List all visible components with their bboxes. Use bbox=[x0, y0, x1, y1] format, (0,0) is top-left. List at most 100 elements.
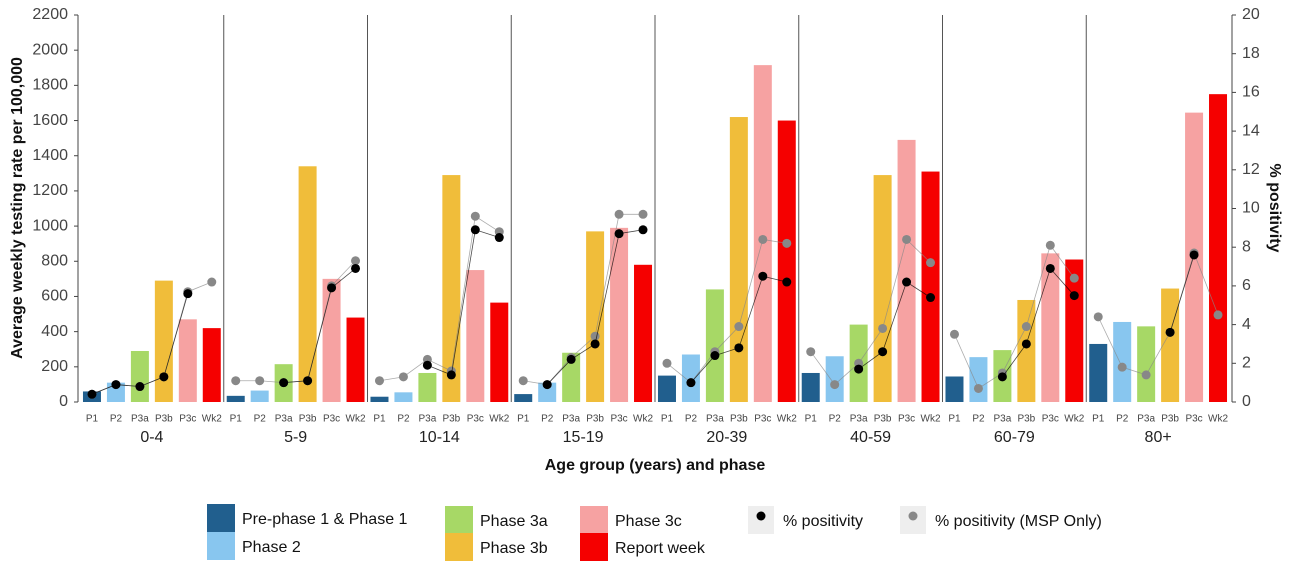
positivity-dot bbox=[1141, 370, 1151, 380]
y2-tick-label: 10 bbox=[1242, 200, 1260, 217]
bar bbox=[322, 278, 341, 402]
x-phase-label: P3c bbox=[1042, 414, 1059, 425]
y-tick-label: 1200 bbox=[32, 182, 68, 199]
legend-key bbox=[908, 511, 918, 521]
y2-tick-label: 8 bbox=[1242, 238, 1251, 255]
positivity-dot bbox=[327, 283, 337, 293]
x-phase-label: P1 bbox=[805, 414, 818, 425]
positivity-dot bbox=[997, 372, 1007, 382]
x-group-label: 60-79 bbox=[994, 429, 1035, 446]
bar bbox=[250, 390, 269, 402]
x-phase-label: Wk2 bbox=[921, 414, 941, 425]
bar bbox=[969, 357, 988, 402]
positivity-dot bbox=[542, 380, 552, 390]
x-phase-label: P2 bbox=[829, 414, 842, 425]
positivity-dot bbox=[398, 372, 408, 382]
y-tick-label: 1600 bbox=[32, 112, 68, 129]
positivity-dot bbox=[159, 372, 169, 382]
y2-tick-label: 18 bbox=[1242, 45, 1260, 62]
y-tick-label: 200 bbox=[41, 358, 68, 375]
x-phase-label: P3a bbox=[706, 414, 724, 425]
bar bbox=[1065, 259, 1084, 402]
legend-key bbox=[207, 504, 235, 532]
legend-label: Phase 2 bbox=[242, 539, 301, 556]
positivity-dot bbox=[1165, 327, 1175, 337]
bar bbox=[298, 166, 317, 402]
x-phase-label: P3c bbox=[323, 414, 340, 425]
x-phase-label: P3a bbox=[850, 414, 868, 425]
x-phase-label: P3b bbox=[874, 414, 892, 425]
positivity-dot bbox=[830, 380, 840, 390]
positivity-dot bbox=[638, 225, 648, 235]
y2-tick-label: 12 bbox=[1242, 161, 1260, 178]
bar bbox=[945, 376, 964, 402]
bar bbox=[1137, 326, 1156, 402]
bar bbox=[346, 317, 365, 402]
positivity-dot bbox=[758, 271, 768, 281]
x-phase-label: P1 bbox=[1092, 414, 1105, 425]
positivity-line bbox=[858, 281, 931, 370]
positivity-line bbox=[283, 268, 356, 384]
positivity-line bbox=[1169, 254, 1195, 333]
positivity-dot bbox=[902, 234, 912, 244]
legend-key bbox=[445, 506, 473, 534]
positivity-dot bbox=[902, 277, 912, 287]
positivity-dot bbox=[638, 209, 648, 219]
x-phase-label: P2 bbox=[110, 414, 123, 425]
y2-tick-label: 20 bbox=[1242, 6, 1260, 23]
bar bbox=[897, 139, 916, 403]
positivity-dot bbox=[303, 376, 313, 386]
positivity-dot bbox=[1045, 240, 1055, 250]
bar bbox=[562, 352, 581, 402]
positivity-dot bbox=[87, 389, 97, 399]
y-tick-label: 0 bbox=[59, 393, 68, 410]
y-axis-title: Average weekly testing rate per 100,000 bbox=[9, 57, 26, 359]
positivity-dot bbox=[590, 331, 600, 341]
y-tick-label: 1000 bbox=[32, 217, 68, 234]
x-phase-label: P3b bbox=[155, 414, 173, 425]
bar bbox=[657, 375, 676, 402]
y-tick-label: 800 bbox=[41, 252, 68, 269]
positivity-dot bbox=[878, 323, 888, 333]
positivity-dot bbox=[878, 347, 888, 357]
positivity-dot bbox=[782, 238, 792, 248]
positivity-dot bbox=[686, 378, 696, 388]
x-group-label: 80+ bbox=[1145, 429, 1172, 446]
y2-tick-label: 14 bbox=[1242, 122, 1260, 139]
positivity-dot bbox=[518, 376, 528, 386]
y-tick-label: 2200 bbox=[32, 6, 68, 23]
positivity-line bbox=[427, 229, 500, 376]
legend-label: Report week bbox=[615, 540, 706, 557]
x-phase-label: P1 bbox=[373, 414, 386, 425]
bar bbox=[1113, 321, 1132, 402]
x-phase-label: P3a bbox=[131, 414, 149, 425]
positivity-dot bbox=[734, 343, 744, 353]
x-phase-label: Wk2 bbox=[489, 414, 509, 425]
positivity-dot bbox=[926, 258, 936, 268]
x-phase-label: P3b bbox=[442, 414, 460, 425]
x-phase-label: P3c bbox=[179, 414, 196, 425]
x-phase-label: P1 bbox=[948, 414, 961, 425]
x-phase-label: Wk2 bbox=[777, 414, 797, 425]
x-phase-label: P3b bbox=[1017, 414, 1035, 425]
x-group-label: 15-19 bbox=[563, 429, 604, 446]
positivity-dot bbox=[734, 322, 744, 332]
positivity-dot bbox=[566, 354, 576, 364]
x-phase-label: P3c bbox=[1185, 414, 1202, 425]
x-phase-label: P2 bbox=[397, 414, 410, 425]
x-axis-title: Age group (years) and phase bbox=[545, 457, 766, 474]
x-phase-label: P3b bbox=[1161, 414, 1179, 425]
x-phase-label: P2 bbox=[1116, 414, 1129, 425]
bar bbox=[154, 280, 173, 402]
bar bbox=[370, 396, 389, 402]
positivity-dot bbox=[590, 339, 600, 349]
y2-axis-title: % positivity bbox=[1266, 164, 1283, 253]
positivity-dot bbox=[207, 277, 217, 287]
bar bbox=[490, 302, 509, 402]
positivity-dot bbox=[1021, 339, 1031, 349]
positivity-dot bbox=[782, 277, 792, 287]
bar bbox=[394, 392, 413, 402]
x-phase-label: P3a bbox=[418, 414, 436, 425]
positivity-dot bbox=[710, 351, 720, 361]
